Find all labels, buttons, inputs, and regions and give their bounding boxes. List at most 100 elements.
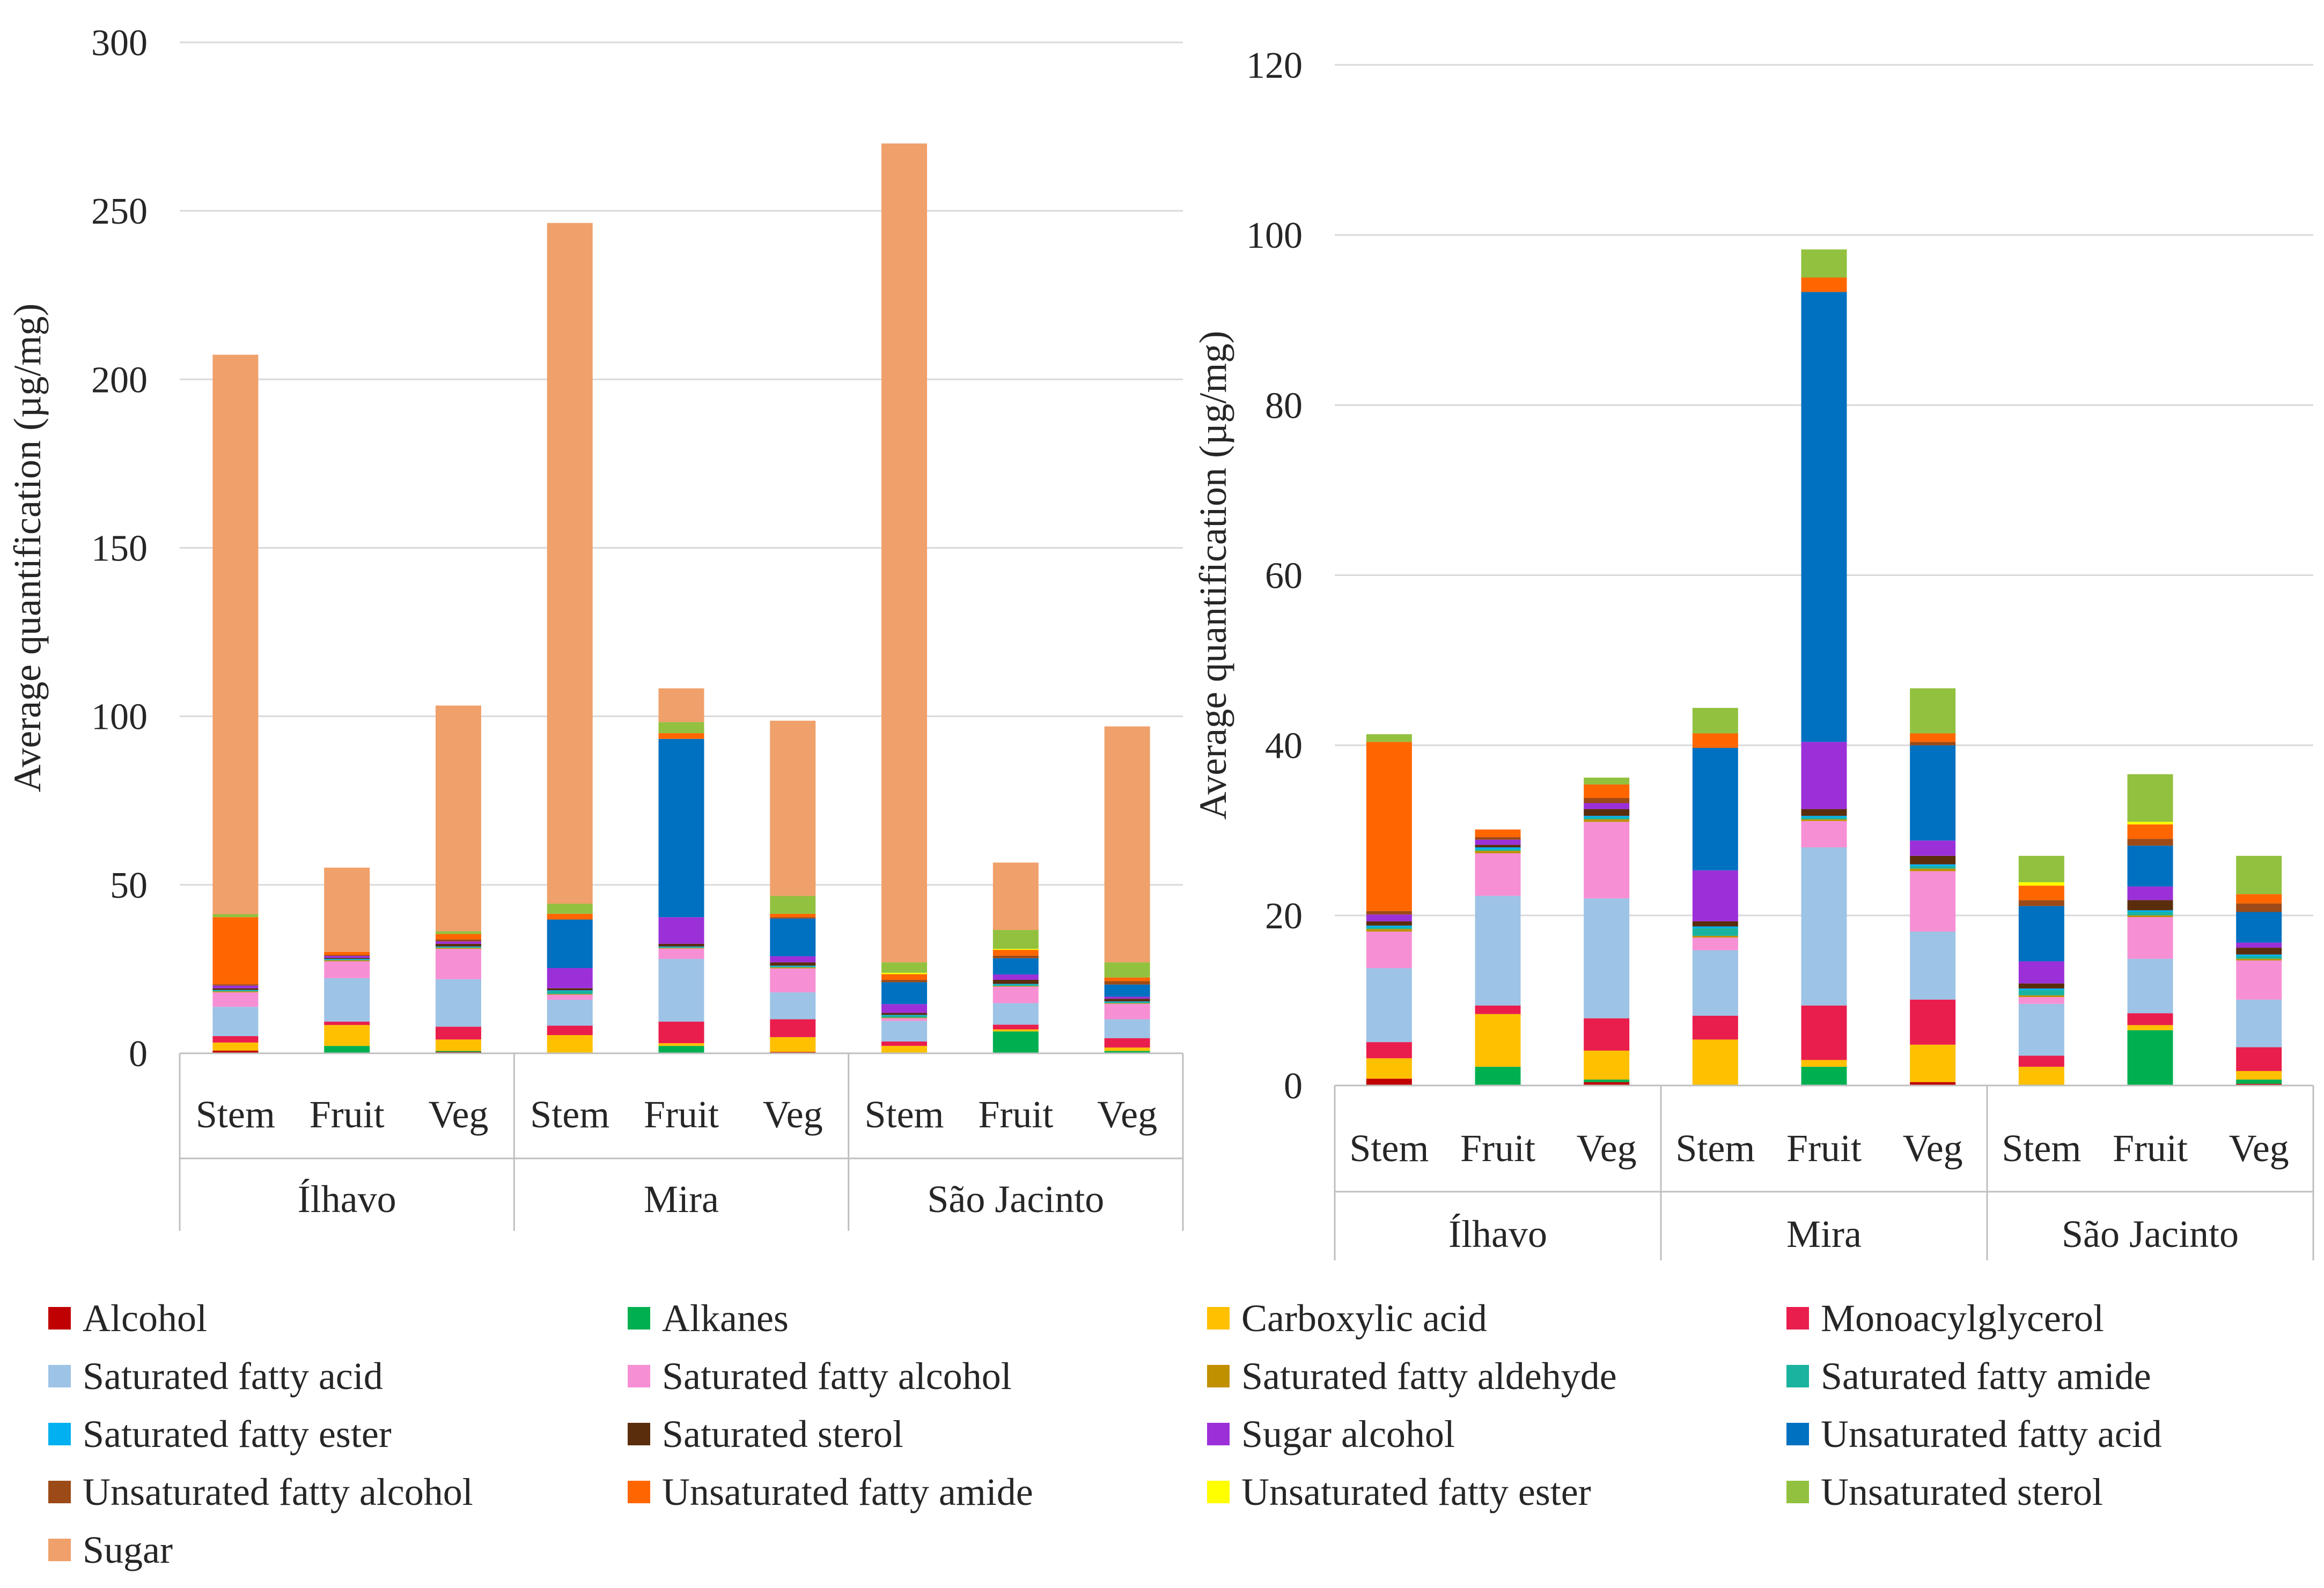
bar-segment [1366, 742, 1412, 911]
bar-segment [547, 1025, 593, 1036]
bar-segment [2018, 988, 2064, 991]
bar-segment [1366, 925, 1412, 928]
bar-segment [2236, 1071, 2282, 1080]
bar-segment [1910, 742, 1956, 745]
legend-item: Alcohol [48, 1292, 628, 1344]
y-tick-label: 60 [1265, 556, 1303, 597]
bar-segment [212, 1042, 259, 1051]
legend-swatch [48, 1423, 71, 1445]
bar-segment [2236, 954, 2282, 956]
bar-segment [992, 1029, 1039, 1032]
bar-segment [1692, 1015, 1738, 1040]
bar-segment [2018, 983, 2064, 989]
bar-segment [1366, 911, 1412, 915]
bar-segment [1104, 1002, 1150, 1003]
bar-segment [1584, 1082, 1630, 1085]
legend-label: Unsaturated fatty alcohol [83, 1470, 473, 1513]
bar-segment [2018, 1003, 2064, 1056]
bar-segment [658, 1021, 704, 1044]
category-label: Fruit [2113, 1127, 2188, 1170]
y-tick-label: 80 [1265, 385, 1303, 426]
legend-label: Unsaturated fatty amide [662, 1470, 1033, 1513]
category-label: Fruit [1460, 1127, 1535, 1170]
bar-segment [1910, 688, 1956, 734]
bar-segment [324, 1021, 370, 1025]
bar-segment [992, 986, 1039, 1003]
bar-segment [1475, 1005, 1521, 1014]
legend-label: Unsaturated fatty ester [1241, 1470, 1591, 1513]
bar-segment [2236, 999, 2282, 1047]
bar-segment [992, 1003, 1039, 1025]
bar-segment [992, 958, 1039, 974]
bar-segment [1801, 277, 1847, 292]
category-label: Stem [1349, 1127, 1429, 1170]
legend-item: Alkanes [628, 1292, 1207, 1344]
bar-segment [1366, 1058, 1412, 1079]
bar-segment [435, 705, 481, 932]
bar-segment [1801, 821, 1847, 847]
bar-segment [1692, 748, 1738, 870]
bar-segment [2127, 822, 2173, 825]
bar-segment [1692, 870, 1738, 921]
bar-segment [1692, 733, 1738, 748]
legend-swatch [48, 1481, 71, 1503]
y-tick-label: 120 [1246, 45, 1303, 86]
legend-label: Alcohol [83, 1296, 207, 1340]
bar-segment [2236, 1047, 2282, 1072]
bar-segment [1584, 809, 1630, 816]
legend-label: Saturated fatty alcohol [662, 1354, 1012, 1398]
bar-segment [2127, 915, 2173, 918]
bar-segment [881, 972, 928, 974]
bar-segment [2127, 774, 2173, 822]
bar-segment [2236, 1079, 2282, 1084]
bar-segment [2127, 917, 2173, 959]
bar-segment [1910, 733, 1956, 742]
bar-segment [212, 992, 259, 1007]
bar-segment [881, 1018, 928, 1021]
bar-segment [1104, 981, 1150, 985]
y-tick-label: 300 [91, 23, 148, 64]
legend-swatch [1207, 1423, 1230, 1445]
chart-legend: Alcohol Alkanes Carboxylic acid Monoacylgly… [48, 1292, 2301, 1576]
bar-segment [658, 948, 704, 959]
legend-swatch [628, 1423, 650, 1445]
legend-swatch [1207, 1481, 1230, 1503]
legend-swatch [48, 1539, 71, 1561]
bar-segment [2018, 900, 2064, 906]
bar-segment [881, 1015, 928, 1018]
bar-segment [1104, 1051, 1150, 1053]
legend-label: Saturated sterol [662, 1412, 903, 1456]
category-label: Veg [1577, 1127, 1637, 1170]
category-label: Veg [2229, 1127, 2289, 1170]
bar-segment [1584, 1050, 1630, 1080]
group-label: Ílhavo [1448, 1213, 1547, 1255]
bar-segment [658, 738, 704, 918]
legend-label: Alkanes [662, 1296, 789, 1340]
legend-label: Sugar [83, 1528, 173, 1571]
bar-segment [2127, 845, 2173, 887]
y-axis-title: Average quantification (µg/mg) [6, 304, 49, 793]
bar-segment [1692, 935, 1738, 938]
y-tick-label: 100 [91, 697, 148, 738]
bar-segment [435, 948, 481, 949]
bar-segment [2236, 912, 2282, 943]
y-tick-label: 20 [1265, 896, 1303, 937]
legend-item: Unsaturated fatty amide [628, 1466, 1207, 1518]
y-tick-label: 200 [91, 359, 148, 401]
bar-segment [547, 1000, 593, 1026]
category-label: Fruit [644, 1093, 719, 1136]
bar-segment [770, 896, 816, 914]
bar-segment [1801, 742, 1847, 809]
bar-segment [658, 1043, 704, 1046]
bar-segment [2018, 906, 2064, 962]
bar-segment [881, 1017, 928, 1018]
legend-item: Sugar alcohol [1207, 1408, 1786, 1460]
bar-segment [435, 934, 481, 940]
group-label: Mira [644, 1178, 719, 1221]
bar-segment [770, 917, 816, 919]
legend-item: Saturated fatty acid [48, 1350, 628, 1402]
bar-segment [2236, 855, 2282, 895]
bar-segment [2127, 900, 2173, 911]
bar-segment [770, 962, 816, 966]
bar-segment [1475, 1067, 1521, 1085]
